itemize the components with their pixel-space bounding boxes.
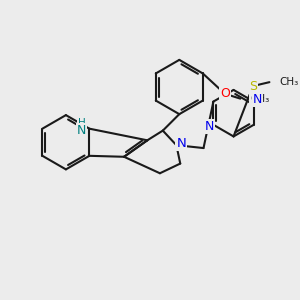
Text: N: N xyxy=(77,124,86,137)
Text: O: O xyxy=(220,87,230,100)
Text: S: S xyxy=(249,80,257,92)
Text: CH₃: CH₃ xyxy=(250,94,269,103)
Text: N: N xyxy=(253,93,262,106)
Text: N: N xyxy=(176,137,186,150)
Text: H: H xyxy=(78,118,86,128)
Text: CH₃: CH₃ xyxy=(279,77,298,87)
Text: N: N xyxy=(205,120,214,133)
